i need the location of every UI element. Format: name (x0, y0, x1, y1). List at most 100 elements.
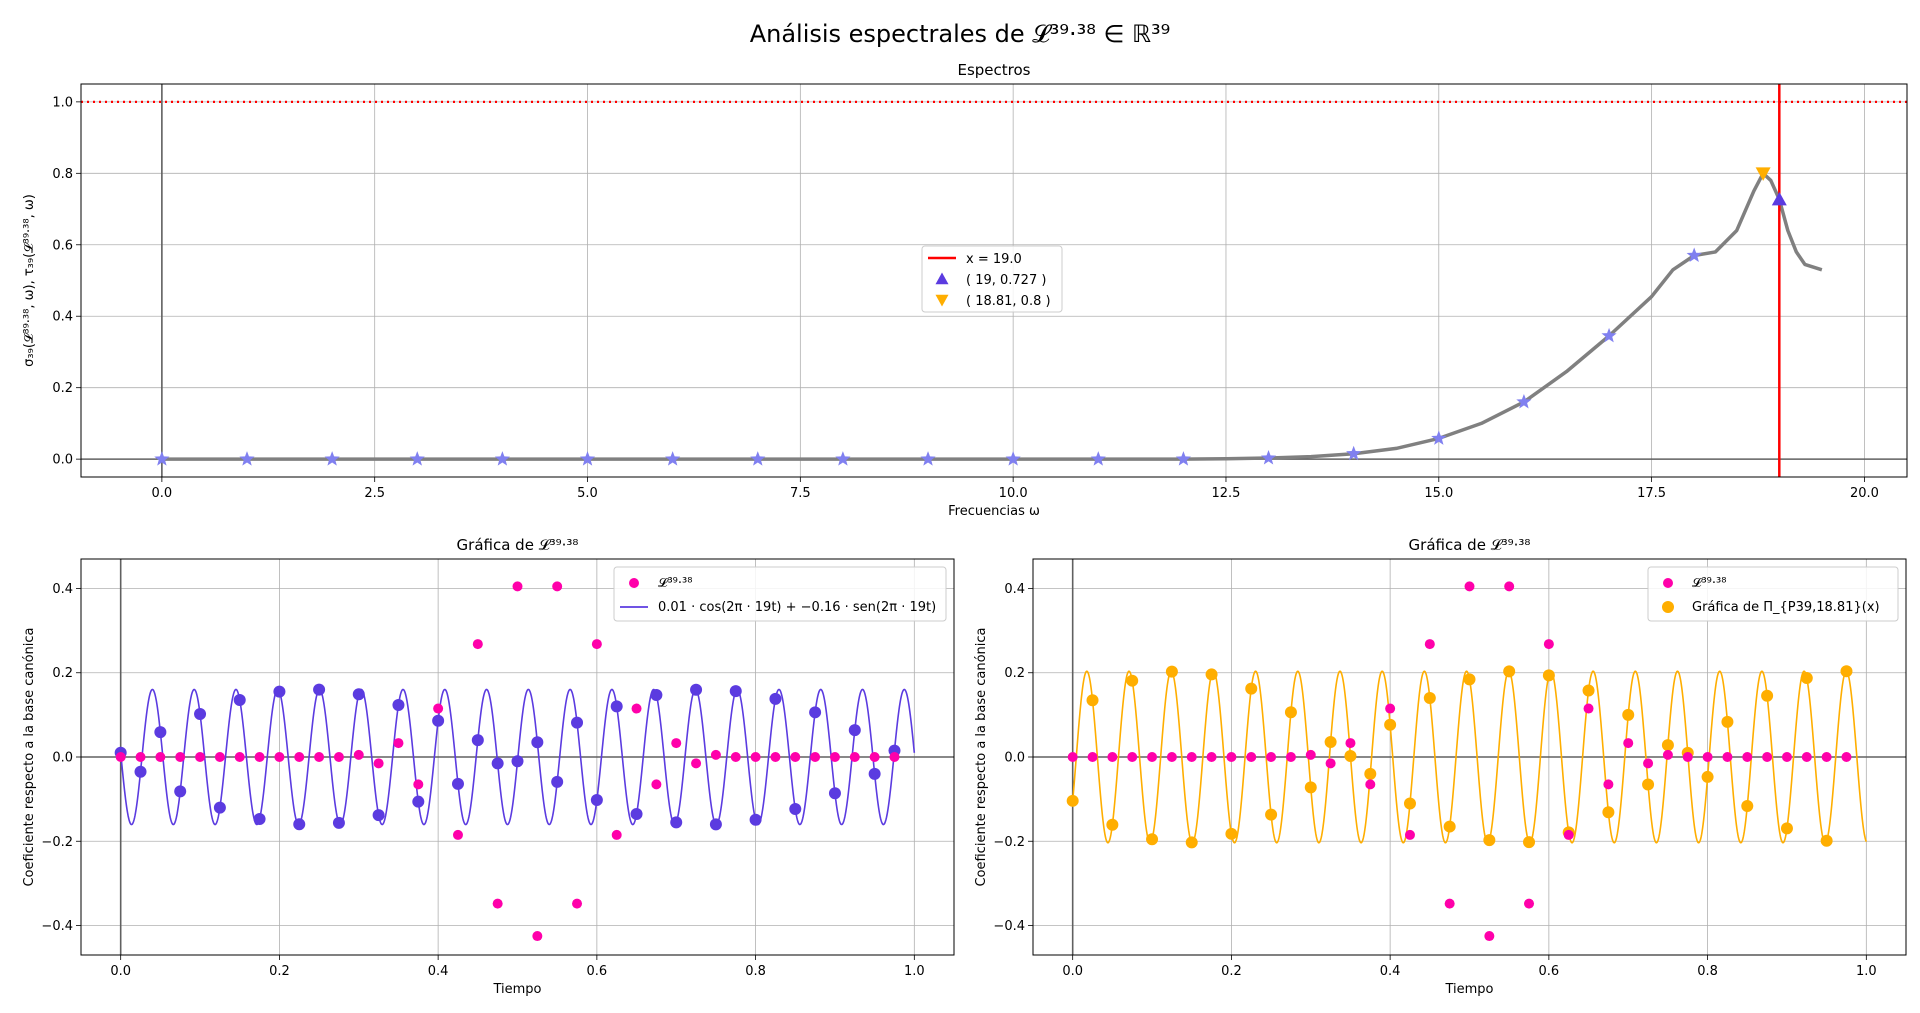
approximation-point (1642, 778, 1655, 791)
legend-label: 0.01 · cos(2π · 19t) + −0.16 · sen(2π · … (658, 600, 936, 615)
star-marker (920, 451, 936, 466)
y-tick-label: 0.2 (52, 381, 73, 396)
signal-point (1325, 758, 1336, 769)
axes-title: Gráfica de 𝓛³⁹·³⁸ (1409, 536, 1531, 554)
approximation-point (1721, 715, 1734, 728)
signal-point (314, 752, 325, 762)
approximation-point (1185, 836, 1198, 849)
approximation-point (1146, 833, 1159, 846)
approximation-point (491, 757, 504, 770)
signal-point (1266, 752, 1277, 762)
signal-point (234, 752, 245, 762)
approximation-point (551, 775, 564, 788)
y-axis-label: σ₃₉(𝓛³⁹·³⁸, ω), τ₃₉(𝓛³⁹·³⁸, ω) (22, 194, 37, 367)
signal-point (770, 752, 781, 762)
star-marker (1175, 451, 1192, 466)
approximation-point (650, 689, 663, 702)
signal-point (1623, 738, 1634, 749)
signal-point (175, 752, 186, 762)
y-axis-label: Coeficiente respecto a la base canónica (974, 627, 989, 886)
signal-point (1087, 752, 1098, 762)
signal-point (1583, 703, 1594, 714)
x-tick-label: 0.2 (269, 964, 290, 979)
star-marker (1346, 445, 1362, 461)
x-tick-label: 0.0 (1062, 964, 1083, 979)
signal-point (333, 752, 344, 762)
y-tick-label: −0.2 (41, 835, 73, 850)
signal-point (1424, 639, 1435, 650)
x-tick-label: 0.8 (1697, 964, 1718, 979)
signal-point (452, 829, 463, 840)
approximation-point (451, 777, 464, 790)
signal-point (1186, 752, 1197, 762)
signal-point (1563, 829, 1574, 840)
x-tick-label: 20.0 (1850, 486, 1879, 501)
y-tick-label: 0.2 (1004, 666, 1025, 681)
axes-title: Gráfica de 𝓛³⁹·³⁸ (457, 536, 579, 554)
signal-point (195, 752, 206, 762)
signal-point (1107, 752, 1118, 762)
star-marker (409, 451, 425, 466)
signal-point (532, 931, 543, 942)
approximation-point (511, 755, 524, 768)
y-tick-label: 0.8 (52, 167, 73, 182)
signal-point (1285, 752, 1296, 762)
approximation-point (1106, 818, 1119, 831)
signal-point (155, 752, 166, 762)
approximation-point (1622, 708, 1635, 721)
signal-point (1762, 752, 1773, 762)
x-tick-label: 0.0 (110, 964, 131, 979)
signal-point (810, 752, 821, 762)
signal-point (254, 752, 265, 762)
approximation-point (332, 816, 345, 829)
legend-label: x = 19.0 (966, 252, 1022, 267)
approximation-point (1284, 706, 1297, 719)
signal-point (552, 581, 563, 592)
approximation-point (1265, 808, 1278, 821)
approximation-point (610, 700, 623, 713)
triangle-down-marker (1755, 167, 1771, 181)
x-tick-label: 17.5 (1637, 486, 1666, 501)
approximation-point (1701, 770, 1714, 783)
y-tick-label: −0.2 (993, 835, 1025, 850)
approximation-point (213, 801, 226, 814)
approximation-point (590, 794, 603, 807)
signal-point (790, 752, 801, 762)
approximation-point (372, 809, 385, 822)
signal-point (373, 758, 384, 769)
x-tick-label: 2.5 (364, 486, 385, 501)
approximation-point (471, 734, 484, 747)
approximation-point (670, 816, 683, 829)
star-marker (154, 451, 170, 466)
x-tick-label: 5.0 (577, 486, 598, 501)
approximation-point (828, 787, 841, 800)
x-axis-label: Frecuencias ω (948, 504, 1040, 519)
legend-label: ( 18.81, 0.8 ) (966, 294, 1051, 309)
approximation-point (1384, 718, 1397, 731)
signal-point (413, 779, 424, 790)
signal-point (1404, 829, 1415, 840)
legend-box (613, 566, 947, 622)
signal-point (1821, 752, 1832, 762)
signal-point (393, 738, 404, 749)
y-tick-label: 0.4 (1004, 582, 1025, 597)
approximation-point (1820, 834, 1833, 847)
approximation-point (194, 707, 207, 720)
signal-point (353, 749, 364, 760)
y-tick-label: 0.0 (52, 751, 73, 766)
approximation-point (1086, 694, 1099, 707)
signal-point (1444, 898, 1455, 909)
y-tick-label: 0.0 (1004, 751, 1025, 766)
approximation-point (1840, 665, 1853, 678)
signal-point (1206, 752, 1217, 762)
approximation-point (1225, 827, 1238, 840)
approximation-point (1483, 834, 1496, 847)
signal-point (472, 639, 483, 650)
approximation-point (709, 818, 722, 831)
x-tick-label: 0.8 (745, 964, 766, 979)
approximation-point (1503, 665, 1516, 678)
approximation-point (531, 736, 544, 749)
x-tick-label: 15.0 (1424, 486, 1453, 501)
signal-point (135, 752, 146, 762)
x-tick-label: 1.0 (1856, 964, 1877, 979)
